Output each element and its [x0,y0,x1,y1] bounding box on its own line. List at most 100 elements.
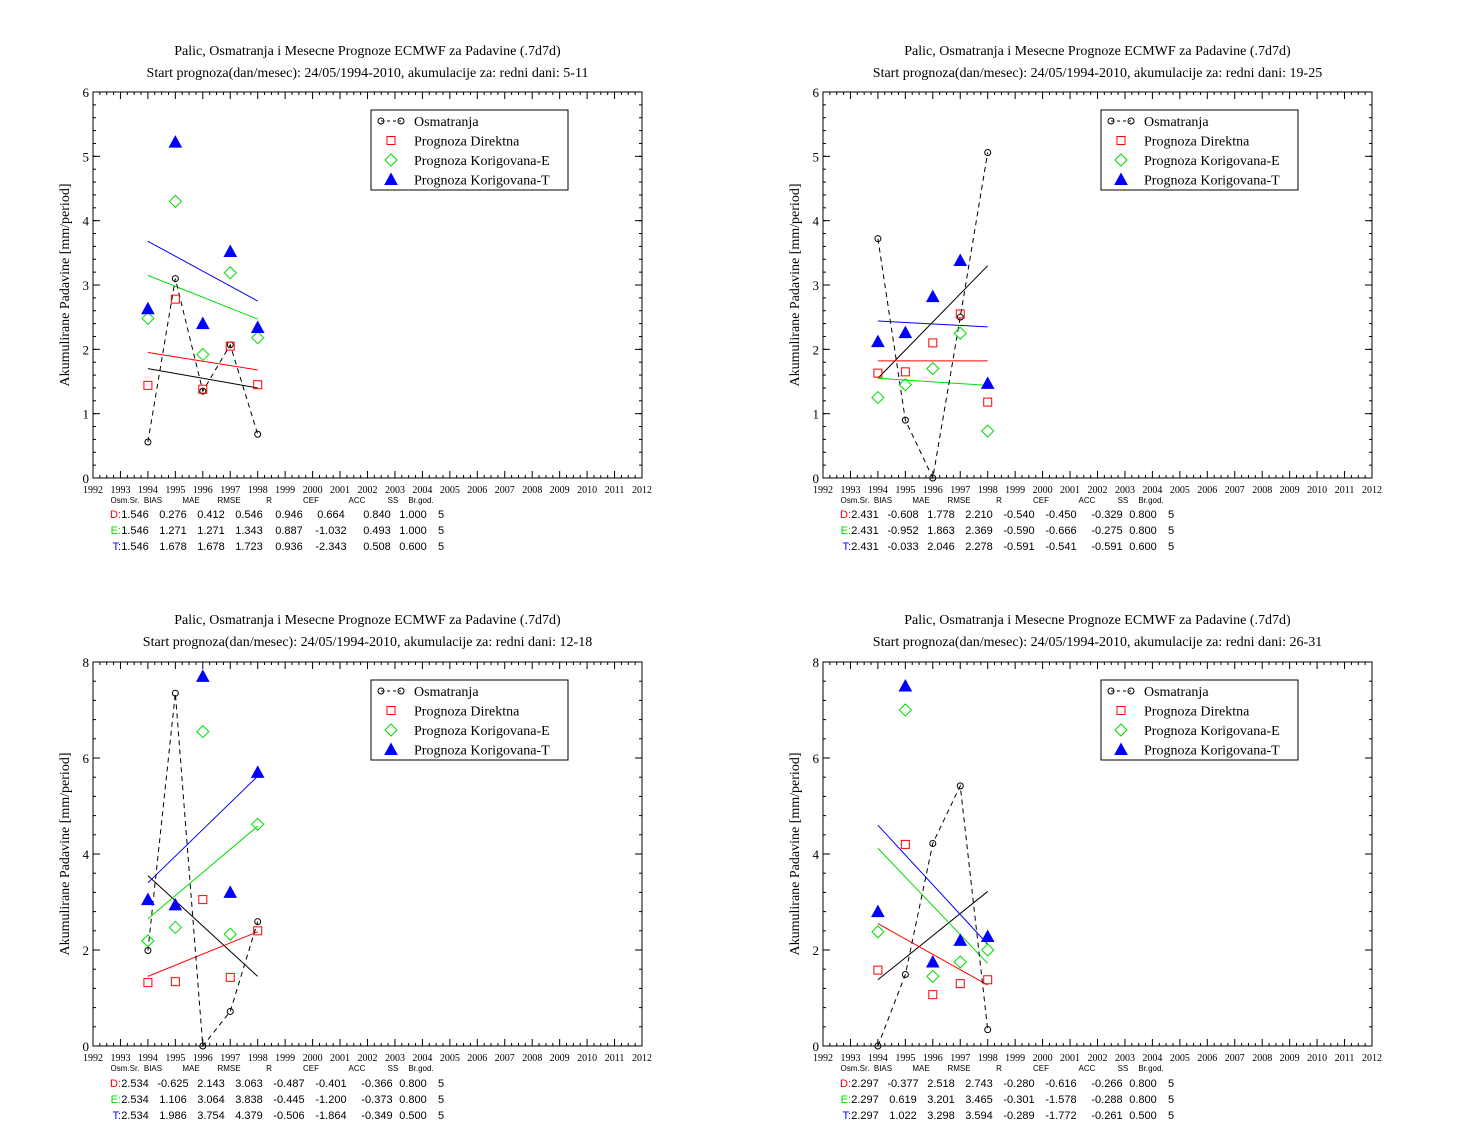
stats-cell: 3.465 [965,1094,993,1106]
x-tick-label: 2004 [412,485,432,496]
trend-line-corrT [147,240,258,302]
stats-header-cell: R [266,1064,272,1073]
stats-cell: 5 [1168,541,1174,553]
chart-panel-3: Palic, Osmatranja i Mesecne Prognoze ECM… [58,613,652,1122]
legend-label-corrT: Prognoza Korigovana-T [414,744,550,759]
data-point-corrE [953,955,967,969]
stats-row-label: T: [112,541,121,553]
legend-label-corrT: Prognoza Korigovana-T [414,174,550,189]
trend-line-obs [147,368,258,389]
x-tick-label: 2009 [550,485,570,496]
x-tick-label: 2008 [1252,485,1272,496]
stats-cell: 2.534 [121,1094,149,1106]
stats-cell: 2.534 [121,1078,149,1090]
data-point-corrE [953,326,967,340]
x-tick-label: 1995 [895,1053,915,1064]
stats-cell: 5 [1168,1094,1174,1106]
legend-marker-direct [1116,136,1126,145]
x-tick-label: 2010 [577,1053,597,1064]
data-point-corrT [925,289,940,303]
stats-header-cell: RMSE [947,1064,970,1073]
legend-marker-corrE [384,153,398,167]
data-point-corrE [871,925,885,939]
stats-cell: -0.450 [1045,509,1076,521]
chart-panel-2: Palic, Osmatranja i Mesecne Prognoze ECM… [788,44,1382,553]
data-point-direct [928,990,938,1000]
legend-label-corrT: Prognoza Korigovana-T [1144,744,1280,759]
x-tick-label: 1998 [978,1053,998,1064]
x-tick-label: 1995 [165,485,185,496]
stats-cell: 0.276 [159,509,187,521]
stats-cell: 2.278 [965,541,993,553]
legend-marker-corrE [1114,723,1128,737]
y-tick-label: 4 [813,214,820,229]
stats-cell: -0.366 [361,1078,392,1090]
x-tick-label: 2011 [605,1053,625,1064]
stats-row-label: E: [111,1094,121,1106]
data-point-obs [199,387,207,395]
trend-line-obs [147,875,259,977]
stats-cell: 2.743 [965,1078,993,1090]
data-point-direct [143,978,153,988]
stats-cell: -0.377 [887,1078,918,1090]
legend-box [1100,679,1299,761]
data-point-corrT [925,954,940,968]
data-point-obs [874,1042,882,1050]
stats-cell: 1.986 [159,1110,187,1122]
stats-cell: 5 [438,1094,444,1106]
stats-cell: 5 [438,509,444,521]
data-point-corrE [250,817,265,831]
legend-marker-obs [397,117,405,125]
stats-cell: 1.271 [159,525,187,537]
x-tick-label: 1999 [275,1053,295,1064]
x-tick-label: 2002 [358,1053,378,1064]
data-point-corrE [223,266,237,280]
stats-table: Osm.Sr. BIAS MAE RMSE R CEF ACC SS Br.god.D: 2.43… [840,496,1174,553]
x-tick-label: 2005 [440,485,460,496]
x-tick-label: 2001 [330,485,350,496]
stats-cell: 3.063 [235,1078,263,1090]
stats-cell: 3.064 [197,1094,225,1106]
stats-header-cell: MAE [912,1064,929,1073]
stats-cell: 4.379 [235,1110,263,1122]
x-tick-label: 2008 [522,485,542,496]
stats-cell: 1.863 [927,525,955,537]
x-tick-label: 2005 [1170,1053,1190,1064]
stats-cell: 2.046 [927,541,955,553]
x-tick-label: 2005 [1170,485,1190,496]
stats-cell: 1.546 [121,541,149,553]
data-point-corrE [223,927,237,941]
stats-row-label: D: [840,509,851,521]
data-point-corrT [168,135,183,148]
data-point-corrE [926,361,940,376]
stats-cell: 1.000 [399,525,427,537]
stats-cell: -0.591 [1003,541,1034,553]
x-tick-label: 2003 [385,485,405,496]
data-point-direct [225,341,235,351]
chart-subtitle: Start prognoza(dan/mesec): 24/05/1994-20… [873,66,1322,81]
stats-cell: 0.800 [1129,509,1157,521]
stats-cell: 0.800 [399,1078,427,1090]
chart-subtitle: Start prognoza(dan/mesec): 24/05/1994-20… [143,635,592,650]
stats-header-cell: ACC [349,496,366,505]
x-tick-label: 1994 [868,485,888,496]
legend-label-corrE: Prognoza Korigovana-E [1144,154,1280,169]
data-point-corrT [223,244,238,258]
x-tick-label: 2008 [522,1053,542,1064]
stats-cell: -0.301 [1003,1094,1034,1106]
y-tick-label: 0 [813,1039,820,1054]
x-tick-label: 1998 [978,485,998,496]
stats-header-cell: Br.god. [1138,496,1163,505]
y-axis-label: Akumulirane Padavine [mm/period] [788,753,803,956]
chart-title: Palic, Osmatranja i Mesecne Prognoze ECM… [174,44,561,59]
x-tick-label: 2002 [1088,485,1108,496]
stats-cell: 1.271 [197,525,225,537]
stats-cell: 0.800 [399,1094,427,1106]
legend-marker-obs [1107,687,1115,695]
stats-header-cell: RMSE [947,496,970,505]
data-point-direct [143,380,153,390]
y-axis-label: Akumulirane Padavine [mm/period] [788,184,803,387]
y-tick-label: 1 [813,407,820,422]
y-tick-label: 1 [83,407,90,422]
